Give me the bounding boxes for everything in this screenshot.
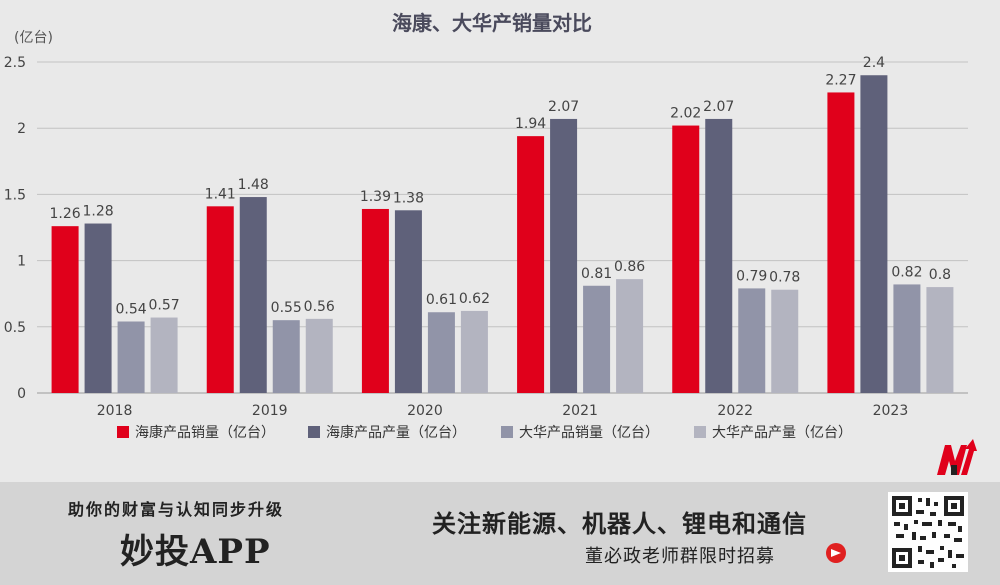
y-tick-label: 2.5 (4, 55, 26, 71)
data-label: 0.54 (115, 302, 146, 318)
unit-label: (亿台) (14, 30, 53, 46)
bar (150, 317, 178, 393)
x-category-label: 2019 (252, 403, 288, 419)
legend-label: 大华产品销量（亿台） (519, 425, 659, 441)
bar (272, 320, 300, 393)
bar (460, 310, 488, 393)
arrow-right-icon[interactable] (826, 543, 846, 563)
bar (616, 279, 644, 393)
bar (361, 208, 389, 393)
data-label: 1.94 (515, 116, 546, 132)
data-label: 0.8 (929, 267, 951, 283)
y-axis-ticks: 0 0.5 1 1.5 2 2.5 (4, 55, 26, 402)
bar (239, 197, 267, 393)
bar (583, 285, 611, 393)
bar (771, 289, 799, 393)
data-label: 0.79 (736, 268, 767, 284)
bar (84, 223, 112, 393)
legend-label: 海康产品销量（亿台） (135, 424, 275, 441)
x-category-label: 2023 (873, 403, 909, 419)
banner-slogan: 助你的财富与认知同步升级 (68, 500, 285, 519)
data-label: 2.27 (825, 72, 856, 88)
bar (305, 318, 333, 393)
bar (517, 136, 545, 394)
y-tick-label: 0 (17, 386, 26, 402)
y-tick-label: 2 (17, 121, 26, 137)
bar (394, 210, 422, 393)
data-label: 0.78 (769, 270, 800, 286)
data-label: 1.48 (238, 177, 269, 193)
data-label: 2.07 (703, 99, 734, 115)
legend-item: 大华产品产量（亿台） (694, 425, 852, 441)
data-label: 0.82 (891, 264, 922, 280)
bar (117, 321, 145, 393)
data-label: 0.55 (271, 300, 302, 316)
banner-app-name: 妙投APP (120, 532, 271, 572)
bars (51, 75, 954, 394)
legend-swatch (308, 426, 320, 438)
promo-banner[interactable]: 助你的财富与认知同步升级 妙投APP 关注新能源、机器人、锂电和通信 董必政老师… (0, 482, 1000, 585)
data-label: 1.26 (49, 206, 80, 222)
data-labels: 1.26 1.28 0.54 0.57 1.411.48 0.55 0.56 1.39 1.38… (49, 55, 951, 317)
legend: 海康产品销量（亿台） 海康产品产量（亿台） 大华产品销量（亿台） 大华产品产量（亿台） (117, 424, 852, 441)
legend-label: 海康产品产量（亿台） (326, 424, 466, 441)
x-category-label: 2022 (717, 403, 753, 419)
bar (926, 287, 954, 393)
data-label: 0.61 (426, 292, 457, 308)
data-label: 0.86 (614, 259, 645, 275)
x-category-label: 2018 (97, 403, 133, 419)
legend-swatch (501, 426, 513, 438)
bar (206, 206, 234, 393)
data-label: 1.39 (360, 189, 391, 205)
data-label: 2.4 (863, 55, 885, 71)
chart-title: 海康、大华产销量对比 (392, 11, 592, 35)
bar (705, 118, 733, 393)
banner-subtext: 董必政老师群限时招募 (585, 546, 775, 567)
data-label: 0.81 (581, 266, 612, 282)
legend-item: 海康产品产量（亿台） (308, 424, 466, 441)
y-tick-label: 1.5 (4, 187, 26, 203)
bar (860, 75, 888, 394)
legend-item: 海康产品销量（亿台） (117, 424, 275, 441)
y-tick-label: 0.5 (4, 320, 26, 336)
bar (827, 92, 855, 394)
x-category-label: 2020 (407, 403, 443, 419)
banner-headline: 关注新能源、机器人、锂电和通信 (432, 510, 807, 538)
data-label: 1.28 (82, 204, 113, 220)
bar (672, 125, 700, 393)
data-label: 2.02 (670, 106, 701, 122)
legend-item: 大华产品销量（亿台） (501, 425, 659, 441)
bar (738, 288, 766, 393)
bar (550, 118, 578, 393)
legend-label: 大华产品产量（亿台） (712, 425, 852, 441)
chart-area: 海康、大华产销量对比 (亿台) 0 0.5 1 1.5 2 2.5 1.26 1.28 0.5… (3, 11, 977, 475)
data-label: 0.62 (459, 291, 490, 307)
bar-chart: 海康、大华产销量对比 (亿台) 0 0.5 1 1.5 2 2.5 1.26 1.28 0.5… (4, 11, 968, 441)
data-label: 0.56 (304, 299, 335, 315)
grid-lines (37, 61, 968, 394)
bar (427, 312, 455, 393)
x-category-label: 2021 (562, 403, 598, 419)
y-tick-label: 1 (17, 254, 26, 270)
legend-swatch (117, 426, 129, 438)
data-label: 1.38 (393, 190, 424, 206)
data-label: 2.07 (548, 99, 579, 115)
legend-swatch (694, 426, 706, 438)
data-label: 1.41 (205, 186, 236, 202)
brand-logo (937, 439, 977, 475)
bar (893, 284, 921, 393)
data-label: 0.57 (148, 298, 179, 314)
bar (51, 226, 79, 393)
x-axis-categories: 2018 2019 2020 2021 2022 2023 (97, 403, 908, 419)
qr-code-icon[interactable] (888, 492, 968, 572)
